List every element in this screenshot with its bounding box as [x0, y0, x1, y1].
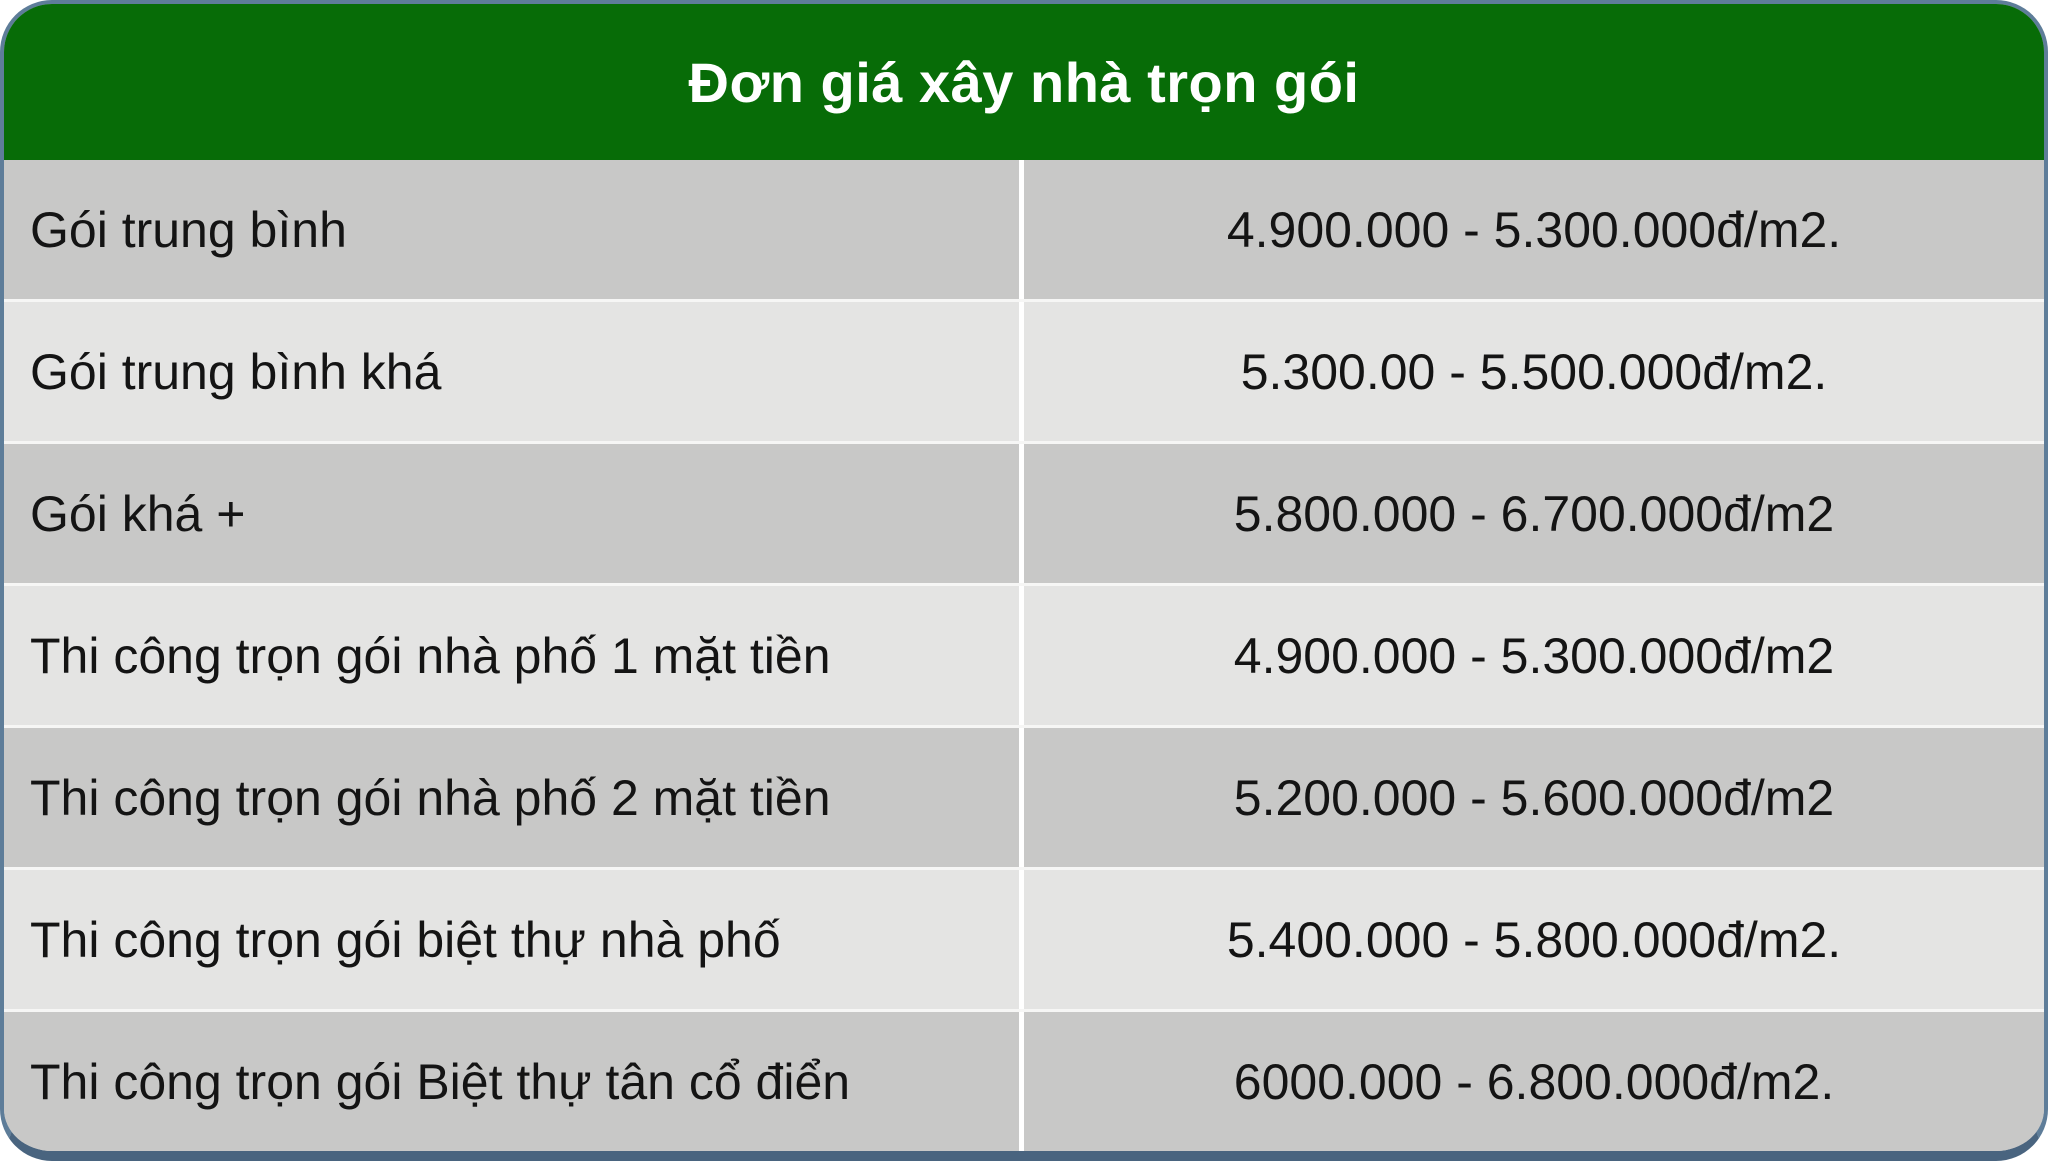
table-title: Đơn giá xây nhà trọn gói [688, 50, 1360, 114]
package-price: 5.800.000 - 6.700.000đ/m2 [1233, 485, 1835, 542]
table-row: Gói khá + 5.800.000 - 6.700.000đ/m2 [4, 441, 2044, 583]
package-price: 4.900.000 - 5.300.000đ/m2 [1233, 627, 1835, 684]
package-price: 5.400.000 - 5.800.000đ/m2. [1226, 911, 1842, 968]
table-body: Gói trung bình 4.900.000 - 5.300.000đ/m2… [4, 160, 2044, 1151]
table-row: Gói trung bình 4.900.000 - 5.300.000đ/m2… [4, 160, 2044, 299]
package-name: Gói trung bình [4, 160, 1024, 299]
table-row: Gói trung bình khá 5.300.00 - 5.500.000đ… [4, 299, 2044, 441]
package-name: Thi công trọn gói nhà phố 1 mặt tiền [4, 586, 1024, 725]
table-row: Thi công trọn gói Biệt thự tân cổ điển 6… [4, 1009, 2044, 1151]
table-row: Thi công trọn gói nhà phố 2 mặt tiền 5.2… [4, 725, 2044, 867]
package-price: 5.300.00 - 5.500.000đ/m2. [1240, 343, 1828, 400]
package-name: Thi công trọn gói nhà phố 2 mặt tiền [4, 728, 1024, 867]
table-header: Đơn giá xây nhà trọn gói [4, 4, 2044, 160]
table-row: Thi công trọn gói nhà phố 1 mặt tiền 4.9… [4, 583, 2044, 725]
package-price: 5.200.000 - 5.600.000đ/m2 [1233, 769, 1835, 826]
package-name: Thi công trọn gói Biệt thự tân cổ điển [4, 1012, 1024, 1151]
package-price: 6000.000 - 6.800.000đ/m2. [1233, 1053, 1835, 1110]
package-name: Gói khá + [4, 444, 1024, 583]
table-row: Thi công trọn gói biệt thự nhà phố 5.400… [4, 867, 2044, 1009]
package-price: 4.900.000 - 5.300.000đ/m2. [1226, 201, 1842, 258]
package-name: Gói trung bình khá [4, 302, 1024, 441]
package-name: Thi công trọn gói biệt thự nhà phố [4, 870, 1024, 1009]
